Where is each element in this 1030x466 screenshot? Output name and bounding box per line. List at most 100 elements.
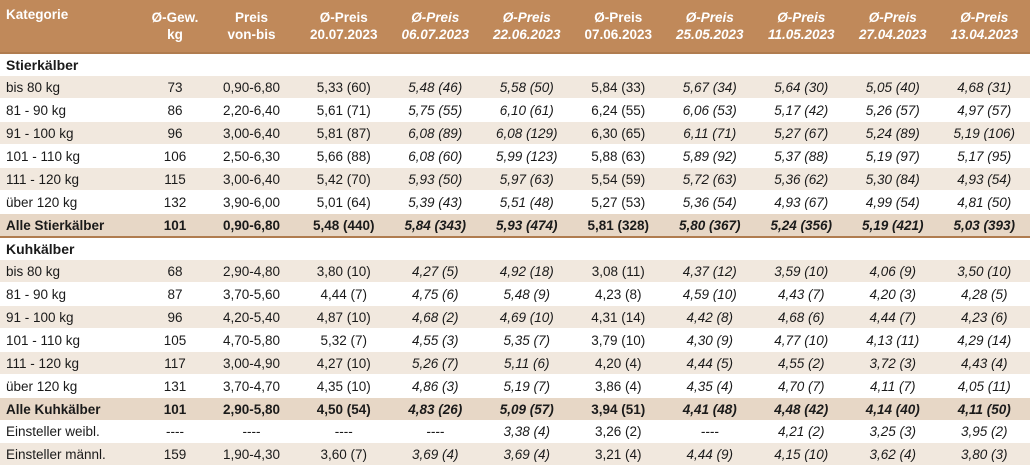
- table-cell: 5,99 (123): [481, 145, 573, 168]
- table-cell: 5,36 (62): [756, 168, 848, 191]
- header-date-value: 11.05.2023: [768, 27, 835, 42]
- table-cell: 5,26 (57): [847, 99, 939, 122]
- header-date-6: Ø-Preis 11.05.2023: [756, 0, 848, 53]
- header-date-label: Ø-Preis: [503, 10, 551, 25]
- table-cell: 3,86 (4): [573, 375, 665, 398]
- row-label: 111 - 120 kg: [0, 352, 145, 375]
- header-date-value: 27.04.2023: [859, 27, 927, 42]
- table-cell: 3,95 (2): [939, 420, 1030, 443]
- table-cell: 5,61 (71): [298, 99, 390, 122]
- table-cell: 4,70-5,80: [205, 329, 298, 352]
- table-cell: 4,11 (50): [939, 398, 1030, 421]
- table-cell: 3,69 (4): [481, 443, 573, 466]
- table-cell: 4,27 (5): [390, 260, 482, 283]
- table-cell: 5,24 (356): [756, 214, 848, 238]
- table-cell: ----: [298, 420, 390, 443]
- table-cell: 5,42 (70): [298, 168, 390, 191]
- header-kategorie: Kategorie: [0, 0, 145, 53]
- table-cell: 5,84 (343): [390, 214, 482, 238]
- table-cell: 5,19 (97): [847, 145, 939, 168]
- header-date-label: Ø-Preis: [777, 10, 825, 25]
- table-cell: 4,48 (42): [756, 398, 848, 421]
- table-cell: 4,23 (8): [573, 283, 665, 306]
- table-cell: 5,93 (50): [390, 168, 482, 191]
- table-cell: 6,11 (71): [664, 122, 756, 145]
- table-cell: 5,97 (63): [481, 168, 573, 191]
- table-cell: 5,09 (57): [481, 398, 573, 421]
- table-cell: 4,05 (11): [939, 375, 1030, 398]
- table-cell: 4,31 (14): [573, 306, 665, 329]
- table-cell: 3,69 (4): [390, 443, 482, 466]
- table-cell: 4,29 (14): [939, 329, 1030, 352]
- table-cell: 4,75 (6): [390, 283, 482, 306]
- table-cell: 6,30 (65): [573, 122, 665, 145]
- table-cell: 132: [145, 191, 205, 214]
- header-date-value: 20.07.2023: [310, 27, 378, 42]
- table-cell: 6,06 (53): [664, 99, 756, 122]
- row-label: 111 - 120 kg: [0, 168, 145, 191]
- row-label: Einsteller männl.: [0, 443, 145, 466]
- table-cell: 0,90-6,80: [205, 214, 298, 238]
- header-gewicht-line2: kg: [167, 27, 183, 42]
- table-cell: 68: [145, 260, 205, 283]
- table-cell: 4,59 (10): [664, 283, 756, 306]
- table-cell: ----: [664, 420, 756, 443]
- table-cell: 4,20 (3): [847, 283, 939, 306]
- table-cell: 2,50-6,30: [205, 145, 298, 168]
- table-cell: 4,55 (2): [756, 352, 848, 375]
- table-cell: 4,50 (54): [298, 398, 390, 421]
- row-label: Alle Stierkälber: [0, 214, 145, 238]
- table-cell: 4,23 (6): [939, 306, 1030, 329]
- table-cell: 3,80 (3): [939, 443, 1030, 466]
- table-cell: 6,08 (129): [481, 122, 573, 145]
- table-cell: 73: [145, 76, 205, 99]
- table-cell: 5,88 (63): [573, 145, 665, 168]
- table-cell: 5,54 (59): [573, 168, 665, 191]
- row-label: bis 80 kg: [0, 76, 145, 99]
- table-cell: 4,20-5,40: [205, 306, 298, 329]
- table-cell: 5,36 (54): [664, 191, 756, 214]
- table-cell: 5,05 (40): [847, 76, 939, 99]
- table-cell: 5,81 (328): [573, 214, 665, 238]
- table-cell: 5,51 (48): [481, 191, 573, 214]
- table-cell: 5,39 (43): [390, 191, 482, 214]
- header-date-label: Ø-Preis: [594, 10, 642, 25]
- table-cell: 4,42 (8): [664, 306, 756, 329]
- table-cell: 96: [145, 306, 205, 329]
- header-gewicht: Ø-Gew.kg: [145, 0, 205, 53]
- table-cell: 2,90-4,80: [205, 260, 298, 283]
- header-date-value: 13.04.2023: [950, 27, 1018, 42]
- table-cell: 5,19 (421): [847, 214, 939, 238]
- table-cell: 5,72 (63): [664, 168, 756, 191]
- table-cell: 4,37 (12): [664, 260, 756, 283]
- table-cell: 101: [145, 398, 205, 421]
- table-cell: 6,08 (60): [390, 145, 482, 168]
- table-cell: 5,75 (55): [390, 99, 482, 122]
- table-cell: 3,70-5,60: [205, 283, 298, 306]
- table-cell: 4,30 (9): [664, 329, 756, 352]
- table-cell: 4,43 (4): [939, 352, 1030, 375]
- table-cell: 4,93 (54): [939, 168, 1030, 191]
- table-cell: 4,11 (7): [847, 375, 939, 398]
- table-cell: 5,32 (7): [298, 329, 390, 352]
- table-cell: 6,24 (55): [573, 99, 665, 122]
- table-cell: 4,27 (10): [298, 352, 390, 375]
- table-cell: 101: [145, 214, 205, 238]
- table-cell: 5,26 (7): [390, 352, 482, 375]
- table-cell: 3,26 (2): [573, 420, 665, 443]
- table-cell: 5,27 (67): [756, 122, 848, 145]
